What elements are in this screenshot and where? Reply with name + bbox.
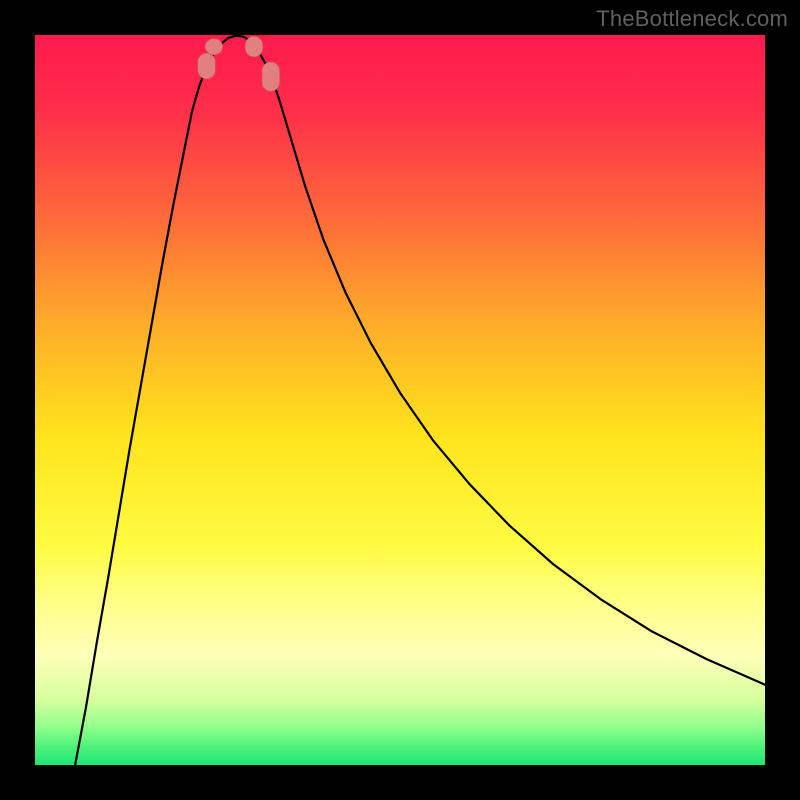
curve-marker (262, 62, 280, 91)
watermark-text: TheBottleneck.com (596, 6, 788, 32)
curve-marker (198, 53, 216, 79)
chart-outer-frame: TheBottleneck.com (0, 0, 800, 800)
chart-svg (35, 35, 765, 765)
chart-background-gradient (35, 35, 765, 765)
curve-marker (205, 39, 223, 55)
curve-marker (245, 36, 263, 56)
chart-plot-area (35, 35, 765, 765)
